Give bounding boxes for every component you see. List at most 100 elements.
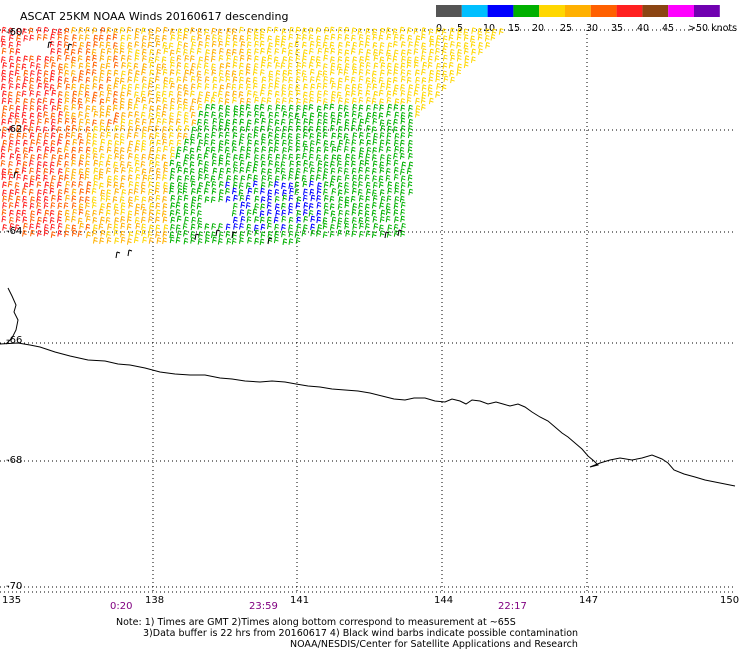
wind-barb — [232, 61, 238, 69]
wind-barb — [420, 54, 426, 62]
wind-barb — [155, 209, 161, 216]
wind-barb — [352, 103, 357, 111]
wind-barb — [232, 132, 238, 139]
wind-barb — [71, 112, 76, 119]
wind-barb — [190, 188, 196, 195]
wind-barb — [16, 27, 21, 35]
wind-barb — [380, 62, 386, 69]
wind-barb — [175, 69, 181, 76]
wind-barb — [71, 34, 77, 41]
wind-barb — [120, 175, 126, 182]
wind-barb — [329, 230, 335, 238]
wind-barb — [338, 139, 343, 147]
wind-barb — [323, 154, 329, 161]
wind-barb — [239, 237, 244, 244]
lon-label: 135 — [2, 595, 21, 606]
wind-barb — [78, 146, 84, 154]
wind-barb — [2, 195, 7, 203]
time-labels: 0:20 23:59 22:17 — [110, 601, 527, 612]
wind-barb — [107, 119, 112, 126]
wind-barb — [260, 160, 266, 168]
wind-barb — [379, 139, 385, 147]
wind-barb — [14, 112, 20, 119]
wind-barb — [400, 201, 406, 209]
wind-barb — [169, 231, 175, 239]
wind-barb — [9, 222, 15, 230]
wind-barb — [43, 168, 48, 175]
wind-barb — [245, 152, 251, 160]
wind-barb — [163, 161, 168, 169]
wind-barb — [393, 209, 399, 216]
wind-barb — [50, 33, 55, 41]
wind-barb — [190, 208, 196, 216]
wind-barb — [350, 47, 356, 55]
wind-barb — [176, 47, 181, 55]
wind-barb — [84, 90, 90, 98]
wind-barb — [456, 54, 462, 62]
wind-barb — [120, 208, 126, 216]
wind-barb — [78, 26, 84, 34]
wind-barb — [175, 208, 181, 216]
wind-barb — [50, 223, 55, 231]
wind-barb — [197, 223, 203, 230]
wind-barb — [441, 84, 447, 91]
wind-barb — [106, 202, 112, 210]
wind-barb — [379, 202, 384, 209]
wind-barb — [246, 90, 252, 97]
wind-barb — [57, 195, 62, 202]
wind-barb — [71, 117, 77, 125]
wind-barb — [212, 91, 218, 98]
wind-barb — [365, 132, 371, 139]
wind-barb — [399, 152, 405, 160]
wind-barb — [464, 55, 470, 62]
wind-barb — [148, 56, 154, 64]
wind-barb — [280, 167, 286, 175]
wind-barb — [337, 203, 343, 210]
wind-barb — [2, 202, 7, 209]
wind-barb — [428, 28, 434, 35]
wind-barb — [84, 160, 90, 167]
wind-barb — [385, 202, 391, 210]
wind-barb — [322, 98, 328, 105]
wind-barb — [385, 215, 391, 223]
wind-barb — [281, 28, 287, 35]
wind-barb — [296, 125, 301, 132]
wind-barb — [231, 209, 237, 217]
wind-barb — [359, 139, 364, 146]
wind-barb — [197, 125, 203, 132]
wind-barb — [330, 111, 336, 119]
wind-barb — [296, 34, 301, 41]
wind-barb — [329, 203, 335, 210]
wind-barb — [252, 180, 258, 188]
wind-barb — [387, 224, 393, 231]
wind-barb — [43, 26, 49, 34]
wind-barb — [8, 125, 14, 133]
wind-barb — [239, 133, 245, 140]
wind-barb — [351, 63, 357, 70]
wind-barb — [386, 90, 392, 97]
wind-barb — [435, 75, 440, 83]
wind-barb-contaminated — [231, 231, 237, 239]
wind-barb — [260, 138, 266, 146]
wind-barb — [254, 40, 259, 48]
colorbar-label: 40 — [637, 23, 649, 34]
wind-barb — [113, 167, 119, 174]
wind-barb — [233, 174, 238, 182]
wind-barb — [197, 217, 202, 224]
wind-barb — [170, 34, 176, 41]
wind-barb — [141, 139, 147, 147]
wind-barb — [177, 90, 182, 98]
wind-barb — [435, 69, 441, 77]
wind-barb — [177, 188, 183, 195]
wind-barb — [183, 145, 188, 153]
wind-barb — [93, 180, 98, 188]
wind-barb — [261, 146, 266, 153]
wind-barb — [210, 139, 216, 146]
wind-barb — [170, 28, 175, 35]
wind-barb — [100, 63, 105, 70]
wind-barb — [197, 174, 203, 181]
wind-barb — [203, 118, 209, 126]
wind-barb — [43, 195, 49, 203]
wind-barb — [169, 173, 175, 181]
wind-barb — [134, 70, 140, 77]
